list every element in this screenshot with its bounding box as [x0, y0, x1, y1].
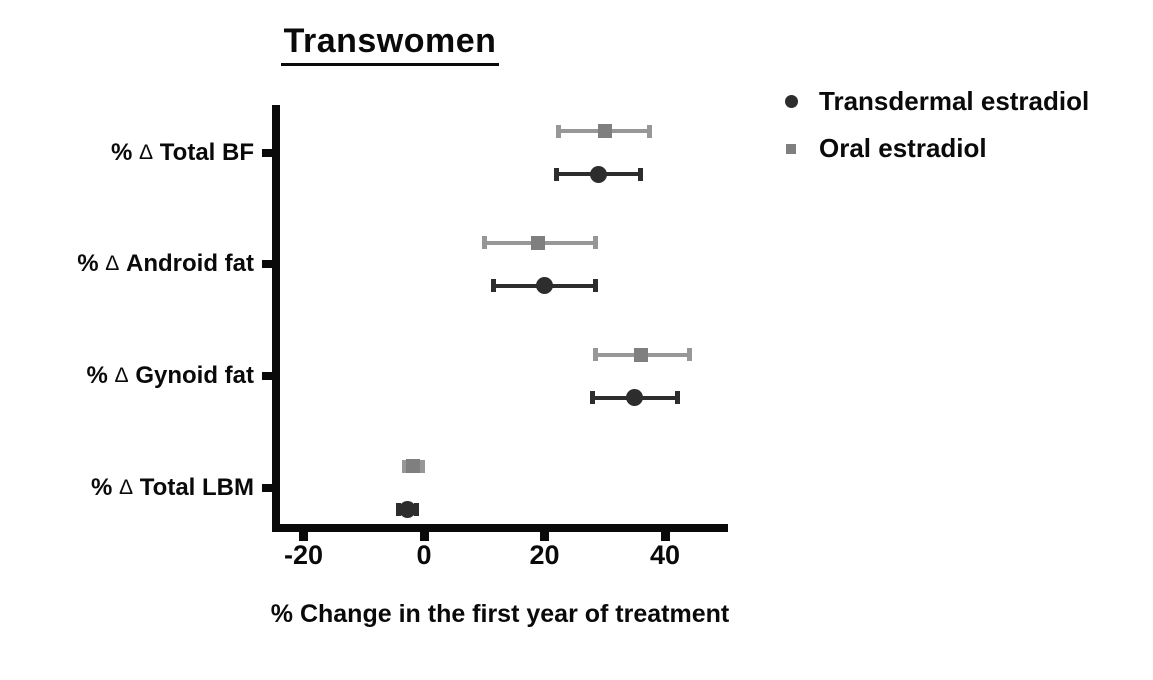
y-axis-line: [272, 105, 280, 532]
data-point-square: [633, 347, 648, 362]
error-bar-cap: [647, 124, 653, 138]
error-bar-cap: [413, 502, 419, 516]
y-category-label: % Δ Android fat: [77, 250, 254, 278]
legend: Transdermal estradiol Oral estradiol: [784, 86, 1089, 164]
x-tick-label: 40: [649, 540, 681, 570]
data-point-square: [406, 459, 421, 474]
y-axis-tick: [262, 483, 272, 492]
x-axis-tick: [299, 532, 308, 541]
y-category-label: % Δ Total LBM: [91, 473, 254, 501]
legend-label-transdermal: Transdermal estradiol: [819, 86, 1090, 116]
error-bar-cap: [686, 348, 692, 362]
data-point-circle: [626, 389, 644, 407]
x-tick-label: 0: [416, 540, 432, 570]
delta-symbol: Δ: [139, 140, 154, 164]
x-axis-line: [272, 524, 728, 532]
delta-symbol: Δ: [114, 364, 129, 388]
delta-symbol: Δ: [105, 252, 120, 276]
error-bar-cap: [401, 459, 407, 473]
error-bar-cap: [554, 167, 560, 181]
error-bar-cap: [593, 348, 599, 362]
data-point-circle: [590, 165, 608, 183]
error-bar-cap: [419, 459, 425, 473]
y-category-label: % Δ Gynoid fat: [86, 362, 254, 390]
error-bar-cap: [490, 279, 496, 293]
legend-label-oral: Oral estradiol: [819, 133, 987, 163]
error-bar-cap: [395, 502, 401, 516]
x-axis-tick: [660, 532, 670, 541]
chart-title-text: Transwomen: [280, 22, 500, 66]
error-bar-cap: [638, 167, 644, 181]
x-axis-tick: [419, 532, 429, 541]
legend-item-transdermal: Transdermal estradiol: [784, 86, 1089, 117]
x-axis-title: % Change in the first year of treatment: [270, 600, 730, 628]
data-point-circle: [398, 500, 416, 518]
y-category-label: % Δ Total BF: [111, 138, 254, 166]
delta-symbol: Δ: [119, 475, 134, 499]
y-axis-tick: [262, 148, 272, 157]
y-axis-tick: [262, 372, 272, 381]
error-bar-cap: [590, 391, 596, 405]
square-marker-icon: [784, 142, 798, 156]
circle-marker-icon: [784, 95, 798, 109]
chart-title: Transwomen: [0, 22, 780, 66]
data-point-circle: [536, 277, 553, 295]
error-bar-cap: [556, 124, 562, 138]
error-bar-cap: [593, 279, 599, 293]
x-tick-label: -20: [283, 540, 324, 570]
data-point-square: [531, 235, 546, 250]
y-axis-tick: [262, 260, 272, 269]
legend-item-oral: Oral estradiol: [784, 133, 1089, 164]
data-point-square: [597, 124, 612, 138]
error-bar-cap: [674, 391, 680, 405]
x-axis-tick: [540, 532, 549, 541]
x-tick-label: 20: [529, 540, 560, 570]
error-bar-cap: [593, 236, 599, 250]
error-bar-cap: [481, 236, 487, 250]
